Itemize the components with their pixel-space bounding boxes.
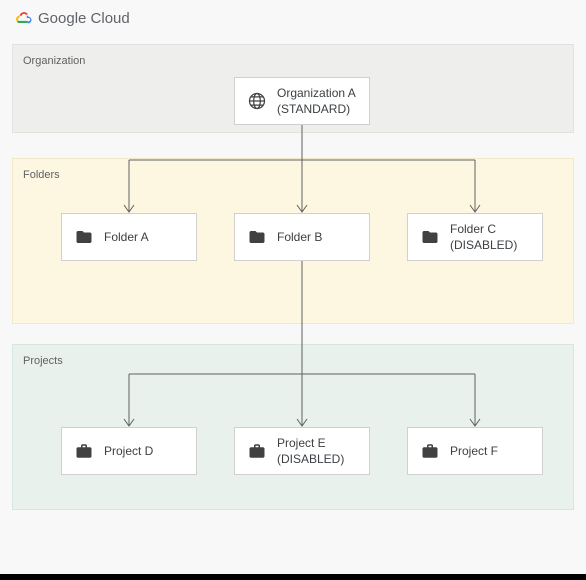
region-label: Organization [23, 55, 85, 67]
brand-text: Google Cloud [38, 10, 130, 27]
node-label: Organization A(STANDARD) [277, 85, 356, 117]
briefcase-icon [420, 441, 440, 461]
briefcase-icon [74, 441, 94, 461]
folder-icon [420, 227, 440, 247]
node-project-d: Project D [61, 427, 197, 475]
node-project-e: Project E(DISABLED) [234, 427, 370, 475]
node-label: Folder A [104, 229, 149, 245]
folder-icon [74, 227, 94, 247]
node-folder-b: Folder B [234, 213, 370, 261]
diagram-canvas: Google Cloud Organization Folders Projec… [0, 0, 586, 580]
node-folder-a: Folder A [61, 213, 197, 261]
node-label: Project E(DISABLED) [277, 435, 344, 467]
node-folder-c: Folder C(DISABLED) [407, 213, 543, 261]
node-label: Folder B [277, 229, 322, 245]
google-cloud-logo-icon [14, 8, 34, 28]
folder-icon [247, 227, 267, 247]
globe-icon [247, 91, 267, 111]
node-label: Project D [104, 443, 153, 459]
region-label: Projects [23, 355, 63, 367]
region-label: Folders [23, 169, 60, 181]
node-label: Folder C(DISABLED) [450, 221, 517, 253]
node-project-f: Project F [407, 427, 543, 475]
bottom-border [0, 574, 586, 580]
node-organization-a: Organization A(STANDARD) [234, 77, 370, 125]
brand-header: Google Cloud [14, 8, 130, 28]
briefcase-icon [247, 441, 267, 461]
node-label: Project F [450, 443, 498, 459]
